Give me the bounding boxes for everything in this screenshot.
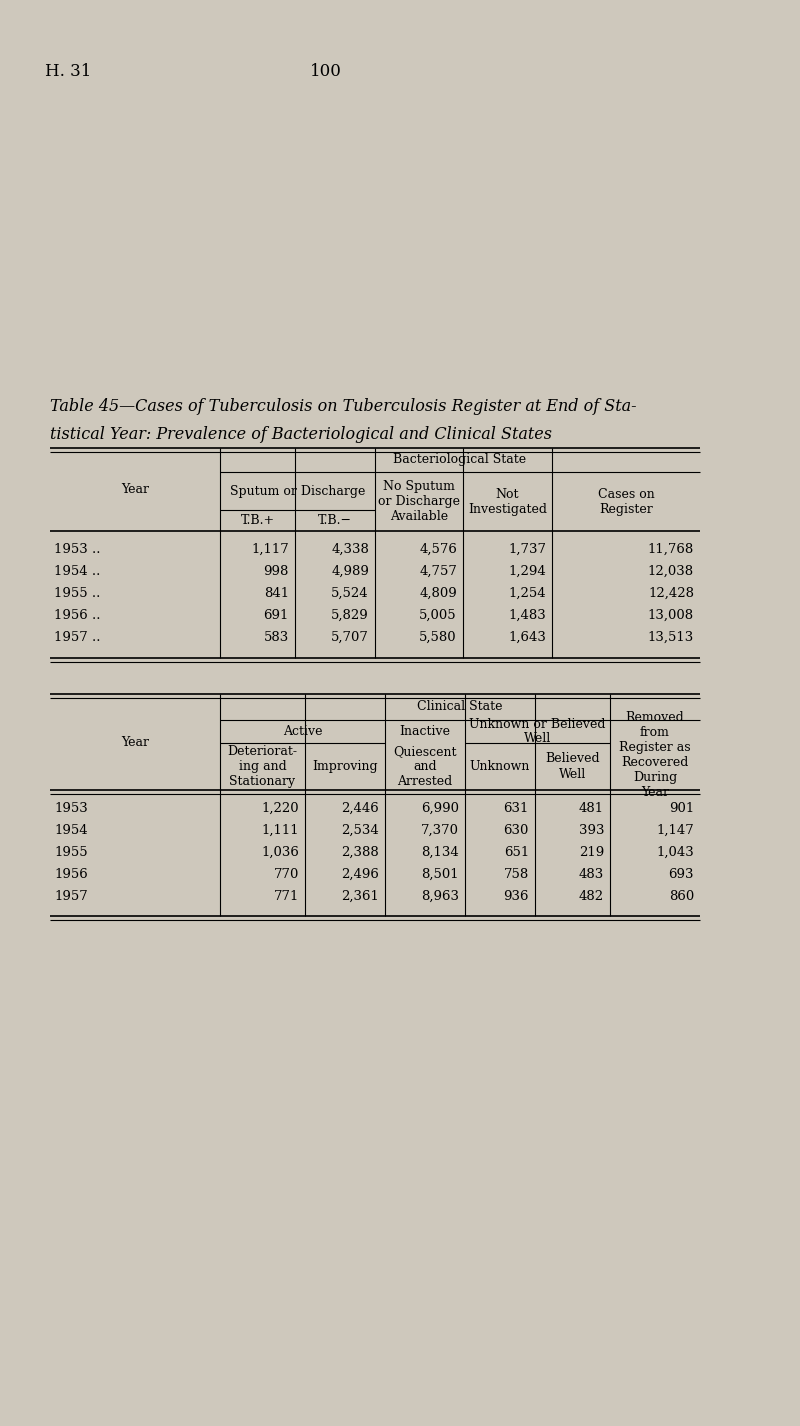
Text: 1,643: 1,643: [508, 630, 546, 645]
Text: tistical Year: Prevalence of Bacteriological and Clinical States: tistical Year: Prevalence of Bacteriolog…: [50, 426, 552, 443]
Text: Year: Year: [121, 736, 149, 749]
Text: 2,361: 2,361: [341, 890, 379, 903]
Text: 1953 ..: 1953 ..: [54, 543, 101, 556]
Text: 2,446: 2,446: [342, 801, 379, 816]
Text: Improving: Improving: [312, 760, 378, 773]
Text: 2,534: 2,534: [342, 824, 379, 837]
Text: 5,524: 5,524: [331, 588, 369, 600]
Text: Active: Active: [282, 724, 322, 739]
Text: 1,254: 1,254: [508, 588, 546, 600]
Text: 1956 ..: 1956 ..: [54, 609, 101, 622]
Text: 11,768: 11,768: [648, 543, 694, 556]
Text: 1953: 1953: [54, 801, 88, 816]
Text: 4,757: 4,757: [419, 565, 457, 578]
Text: 482: 482: [579, 890, 604, 903]
Text: 841: 841: [264, 588, 289, 600]
Text: Believed
Well: Believed Well: [545, 753, 600, 780]
Text: 693: 693: [669, 868, 694, 881]
Text: Quiescent
and
Arrested: Quiescent and Arrested: [394, 744, 457, 789]
Text: 13,513: 13,513: [648, 630, 694, 645]
Text: 758: 758: [504, 868, 529, 881]
Text: 630: 630: [504, 824, 529, 837]
Text: 998: 998: [264, 565, 289, 578]
Text: 12,428: 12,428: [648, 588, 694, 600]
Text: No Sputum
or Discharge
Available: No Sputum or Discharge Available: [378, 481, 460, 523]
Text: 1,043: 1,043: [656, 846, 694, 858]
Text: Not
Investigated: Not Investigated: [468, 488, 547, 516]
Text: 4,576: 4,576: [419, 543, 457, 556]
Text: Inactive: Inactive: [399, 724, 450, 739]
Text: 481: 481: [579, 801, 604, 816]
Text: 5,829: 5,829: [331, 609, 369, 622]
Text: 1,036: 1,036: [261, 846, 299, 858]
Text: 483: 483: [578, 868, 604, 881]
Text: 8,501: 8,501: [422, 868, 459, 881]
Text: 1954: 1954: [54, 824, 88, 837]
Text: 1,220: 1,220: [262, 801, 299, 816]
Text: 691: 691: [264, 609, 289, 622]
Text: T.B.−: T.B.−: [318, 513, 352, 528]
Text: 4,338: 4,338: [331, 543, 369, 556]
Text: 1,483: 1,483: [508, 609, 546, 622]
Text: Year: Year: [121, 483, 149, 496]
Text: T.B.+: T.B.+: [241, 513, 274, 528]
Text: Removed
from
Register as
Recovered
During
Year: Removed from Register as Recovered Durin…: [619, 712, 691, 799]
Text: 4,809: 4,809: [419, 588, 457, 600]
Text: 583: 583: [264, 630, 289, 645]
Text: Deteriorat-
ing and
Stationary: Deteriorat- ing and Stationary: [227, 744, 298, 789]
Text: 2,496: 2,496: [341, 868, 379, 881]
Text: 1955: 1955: [54, 846, 88, 858]
Text: 1,117: 1,117: [251, 543, 289, 556]
Text: 4,989: 4,989: [331, 565, 369, 578]
Text: 1955 ..: 1955 ..: [54, 588, 100, 600]
Text: 8,963: 8,963: [421, 890, 459, 903]
Text: 860: 860: [669, 890, 694, 903]
Text: Unknown: Unknown: [470, 760, 530, 773]
Text: 7,370: 7,370: [421, 824, 459, 837]
Text: 1,147: 1,147: [656, 824, 694, 837]
Text: 393: 393: [578, 824, 604, 837]
Text: 651: 651: [504, 846, 529, 858]
Text: 1956: 1956: [54, 868, 88, 881]
Text: 901: 901: [669, 801, 694, 816]
Text: 5,707: 5,707: [331, 630, 369, 645]
Text: Table 45—Cases of Tuberculosis on Tuberculosis Register at End of Sta-: Table 45—Cases of Tuberculosis on Tuberc…: [50, 398, 637, 415]
Text: 1957 ..: 1957 ..: [54, 630, 101, 645]
Text: 100: 100: [310, 64, 342, 80]
Text: 770: 770: [274, 868, 299, 881]
Text: 8,134: 8,134: [422, 846, 459, 858]
Text: 1,737: 1,737: [508, 543, 546, 556]
Text: 6,990: 6,990: [421, 801, 459, 816]
Text: 12,038: 12,038: [648, 565, 694, 578]
Text: 2,388: 2,388: [342, 846, 379, 858]
Text: 936: 936: [503, 890, 529, 903]
Text: 5,005: 5,005: [419, 609, 457, 622]
Text: 5,580: 5,580: [419, 630, 457, 645]
Text: 219: 219: [578, 846, 604, 858]
Text: 1954 ..: 1954 ..: [54, 565, 100, 578]
Text: Unknown or Believed
Well: Unknown or Believed Well: [470, 717, 606, 746]
Text: 1957: 1957: [54, 890, 88, 903]
Text: 771: 771: [274, 890, 299, 903]
Text: 13,008: 13,008: [648, 609, 694, 622]
Text: 1,294: 1,294: [508, 565, 546, 578]
Text: Bacteriological State: Bacteriological State: [394, 453, 526, 466]
Text: Sputum or Discharge: Sputum or Discharge: [230, 485, 365, 498]
Text: 631: 631: [504, 801, 529, 816]
Text: H. 31: H. 31: [45, 64, 91, 80]
Text: Clinical State: Clinical State: [418, 700, 502, 713]
Text: Cases on
Register: Cases on Register: [598, 488, 654, 516]
Text: 1,111: 1,111: [262, 824, 299, 837]
